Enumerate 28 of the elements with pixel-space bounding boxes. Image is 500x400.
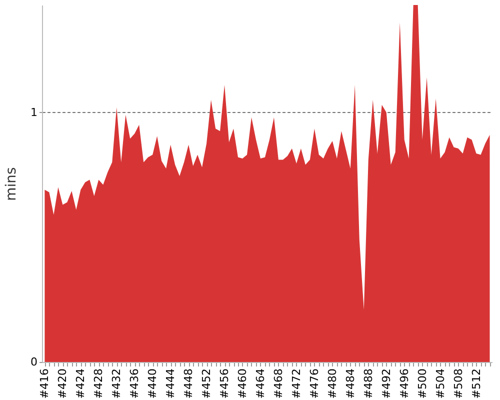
- x-tick-label: #428: [92, 368, 106, 399]
- x-tick-label: #480: [326, 368, 339, 399]
- x-tick-label: #476: [308, 368, 321, 399]
- x-tick-label: #464: [254, 368, 267, 399]
- x-tick-label: #468: [272, 368, 285, 399]
- x-tick-label: #460: [236, 368, 249, 399]
- x-tick-label: #496: [398, 368, 411, 399]
- x-tick-label: #500: [416, 368, 429, 399]
- x-tick-label: #456: [218, 368, 232, 399]
- x-tick-label: #432: [110, 368, 124, 399]
- y-tick-label: 1: [30, 106, 38, 119]
- x-tick-label: #420: [56, 368, 70, 399]
- y-tick-label: 0: [30, 356, 38, 368]
- x-tick-label: #512: [470, 368, 483, 399]
- y-axis-title: mins: [4, 167, 20, 201]
- x-tick-label: #508: [452, 368, 465, 399]
- x-tick-label: #484: [344, 368, 357, 399]
- x-tick-label: #444: [164, 368, 178, 399]
- x-tick-label: #436: [128, 368, 142, 399]
- x-tick-label: #424: [74, 368, 88, 399]
- x-tick-label: #440: [146, 368, 160, 399]
- x-tick-label: #448: [182, 368, 196, 399]
- x-tick-label: #472: [290, 368, 303, 399]
- x-tick-label: #452: [200, 368, 214, 399]
- x-tick-label: #492: [380, 368, 393, 399]
- x-tick-label: #416: [38, 368, 52, 399]
- x-tick-label: #488: [362, 368, 375, 399]
- x-tick-label: #504: [434, 368, 447, 399]
